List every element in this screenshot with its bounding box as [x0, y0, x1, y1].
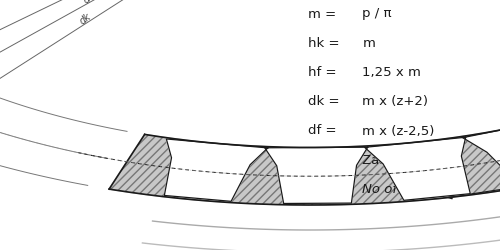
Text: Zähnezahl /: Zähnezahl /	[362, 154, 441, 167]
Polygon shape	[364, 137, 470, 200]
Text: m =: m =	[308, 8, 336, 20]
Text: No of tooth: No of tooth	[362, 183, 437, 196]
Polygon shape	[462, 118, 500, 186]
Text: dk: dk	[77, 11, 92, 26]
Polygon shape	[264, 147, 368, 204]
Text: hf =: hf =	[308, 66, 336, 79]
Text: m: m	[362, 37, 376, 50]
Text: m x (z-2,5): m x (z-2,5)	[362, 124, 435, 138]
Text: z:: z:	[308, 154, 319, 167]
Text: p: p	[499, 184, 500, 194]
Text: 1,25 x m: 1,25 x m	[362, 66, 422, 79]
Text: p / π: p / π	[362, 8, 392, 20]
Text: dk =: dk =	[308, 95, 339, 108]
Text: df =: df =	[308, 124, 336, 138]
Text: hk =: hk =	[308, 37, 339, 50]
Polygon shape	[109, 112, 500, 205]
Text: d: d	[82, 0, 92, 6]
Polygon shape	[164, 139, 268, 201]
Text: m x (z+2): m x (z+2)	[362, 95, 428, 108]
